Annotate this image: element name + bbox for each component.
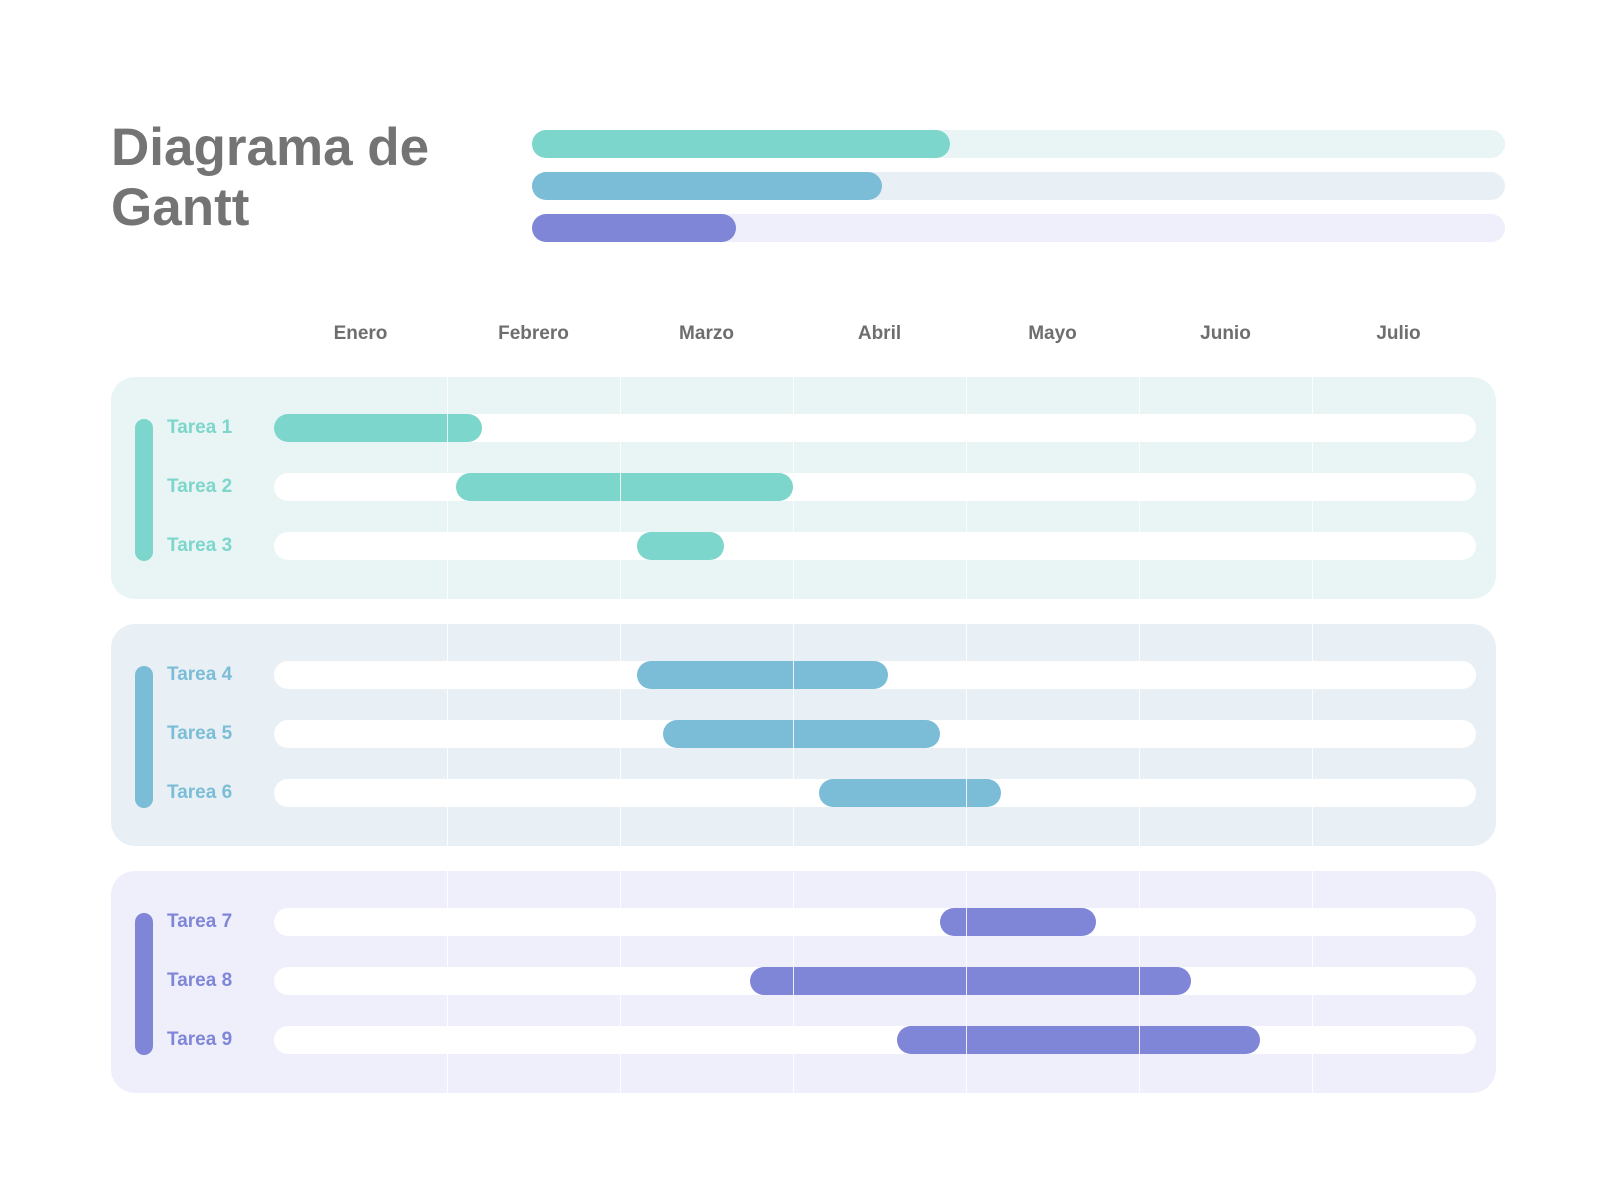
- month-label: Abril: [857, 323, 902, 344]
- month-axis: Enero Febrero Marzo Abril Mayo Junio Julio: [0, 323, 1600, 353]
- task-group-1: Tarea 1 Tarea 2 Tarea 3: [111, 377, 1496, 599]
- task-label: Tarea 4: [167, 664, 233, 685]
- month-label: Julio: [1376, 323, 1421, 344]
- task-track: [274, 473, 1476, 501]
- group-marker: [135, 419, 153, 561]
- task-track: [274, 532, 1476, 560]
- task-label: Tarea 3: [167, 535, 233, 556]
- month-label: Marzo: [679, 323, 734, 344]
- chart-title: Diagrama de Gantt: [111, 118, 430, 237]
- task-track: [274, 1026, 1476, 1054]
- task-label: Tarea 1: [167, 417, 233, 438]
- task-bar[interactable]: [663, 720, 941, 748]
- summary-progress-bars: [532, 130, 1505, 256]
- task-label: Tarea 9: [167, 1029, 233, 1050]
- month-label: Febrero: [498, 323, 569, 344]
- summary-track-2: [532, 172, 1505, 200]
- task-group-2: Tarea 4 Tarea 5 Tarea 6: [111, 624, 1496, 846]
- task-bar[interactable]: [637, 532, 724, 560]
- task-track: [274, 908, 1476, 936]
- task-label: Tarea 7: [167, 911, 233, 932]
- month-label: Enero: [333, 323, 388, 344]
- group-marker: [135, 913, 153, 1055]
- task-bar[interactable]: [896, 1026, 1261, 1054]
- task-label: Tarea 5: [167, 723, 233, 744]
- task-bar[interactable]: [455, 473, 793, 501]
- task-bar[interactable]: [818, 779, 1001, 807]
- summary-fill-3: [532, 214, 737, 242]
- task-label: Tarea 2: [167, 476, 233, 497]
- summary-track-3: [532, 214, 1505, 242]
- group-marker: [135, 666, 153, 808]
- task-group-3: Tarea 7 Tarea 8 Tarea 9: [111, 871, 1496, 1093]
- summary-track-1: [532, 130, 1505, 158]
- task-bar[interactable]: [274, 414, 482, 442]
- summary-fill-1: [532, 130, 951, 158]
- task-bar[interactable]: [940, 908, 1096, 936]
- month-label: Mayo: [1028, 323, 1077, 344]
- task-label: Tarea 8: [167, 970, 233, 991]
- task-bar[interactable]: [637, 661, 889, 689]
- summary-fill-2: [532, 172, 883, 200]
- task-bar[interactable]: [749, 967, 1191, 995]
- task-label: Tarea 6: [167, 782, 233, 803]
- month-label: Junio: [1200, 323, 1251, 344]
